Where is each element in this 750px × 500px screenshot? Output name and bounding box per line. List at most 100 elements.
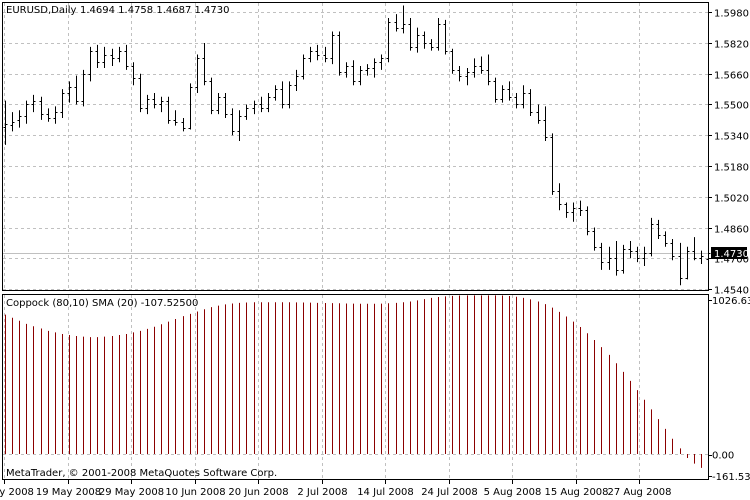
ohlc-bar — [46, 108, 51, 122]
price-y-tick-label: 1.5660 — [714, 71, 749, 82]
ohlc-bar — [301, 54, 306, 80]
ohlc-bar — [124, 44, 129, 70]
ohlc-bar — [145, 94, 150, 115]
ohlc-bar — [514, 92, 519, 109]
ohlc-bar — [649, 217, 654, 257]
ohlc-bar — [571, 202, 576, 222]
ohlc-bar — [628, 240, 633, 259]
ohlc-bar — [337, 31, 342, 76]
ohlc-bar — [365, 64, 370, 76]
symbol-label: EURUSD,Daily — [6, 5, 77, 16]
ohlc-bar — [422, 31, 427, 49]
ohlc-bar — [543, 106, 548, 142]
ohlc-bar — [457, 66, 462, 82]
ohlc-bar — [699, 250, 704, 265]
price-y-tick-label: 1.5020 — [714, 194, 749, 205]
ohlc-bar — [74, 75, 79, 105]
ohlc-bar — [486, 54, 491, 86]
ohlc-bar — [578, 200, 583, 216]
time-tick-label: 9 May 2008 — [0, 487, 34, 498]
price-panel[interactable]: EURUSD,Daily 1.4694 1.4758 1.4687 1.4730… — [2, 2, 750, 297]
ohlc-bar — [635, 246, 640, 263]
ohlc-bar — [17, 110, 22, 128]
price-y-tick-label: 1.4540 — [714, 286, 749, 297]
ohlc-bar — [294, 69, 299, 92]
ohlc-bar — [536, 104, 541, 124]
ohlc-bar — [237, 110, 242, 142]
ohlc-bar — [273, 85, 278, 101]
indicator-panel-frame — [2, 294, 709, 480]
price-y-tick-label: 1.5340 — [714, 132, 749, 143]
ohlc-bar — [465, 67, 470, 86]
ohlc-label: 1.4694 1.4758 1.4687 1.4730 — [80, 5, 230, 16]
ohlc-bar — [557, 183, 562, 211]
indicator-grid — [3, 295, 708, 479]
time-tick-label: 24 Jul 2008 — [421, 487, 478, 498]
indicator-y-tick-label: 1026.632 — [712, 296, 750, 307]
ohlc-bar — [209, 77, 214, 115]
ohlc-bar — [315, 44, 320, 61]
price-panel-frame — [2, 2, 709, 291]
ohlc-bar — [323, 46, 328, 63]
ohlc-bar — [663, 231, 668, 247]
ohlc-bar — [31, 94, 36, 113]
ohlc-bar — [308, 46, 313, 63]
indicator-y-tick-label: 0.00 — [712, 451, 734, 462]
ohlc-bar — [159, 96, 164, 113]
ohlc-bar — [685, 246, 690, 280]
ohlc-bar — [656, 219, 661, 240]
ohlc-bar — [692, 237, 697, 261]
ohlc-bar — [585, 206, 590, 236]
time-tick-label: 15 Aug 2008 — [544, 487, 608, 498]
ohlc-bar — [252, 100, 257, 115]
ohlc-bar — [394, 14, 399, 32]
ohlc-bar — [102, 46, 107, 68]
ohlc-bar — [493, 77, 498, 103]
indicator-y-tick-label: -161.5325 — [712, 472, 750, 483]
ohlc-bar — [138, 73, 143, 113]
time-tick-label: 10 Jun 2008 — [165, 487, 225, 498]
ohlc-bar — [351, 60, 356, 86]
ohlc-bar — [266, 92, 271, 113]
current-price-badge — [711, 247, 747, 259]
ohlc-bar — [507, 81, 512, 101]
ohlc-bar — [53, 106, 58, 124]
ohlc-bar — [450, 48, 455, 74]
ohlc-bar — [564, 202, 569, 218]
price-y-tick-label: 1.4700 — [714, 255, 749, 266]
ohlc-bar — [521, 85, 526, 109]
ohlc-bar — [386, 17, 391, 63]
ohlc-bar — [67, 81, 72, 103]
ohlc-bar — [10, 112, 15, 132]
time-tick-label: 20 Jun 2008 — [228, 487, 288, 498]
ohlc-bar — [607, 246, 612, 270]
ohlc-bar — [287, 81, 292, 109]
ohlc-bar — [408, 17, 413, 51]
ohlc-bar — [592, 227, 597, 251]
ohlc-bar — [614, 240, 619, 276]
ohlc-bar — [599, 242, 604, 270]
time-tick-label: 29 May 2008 — [99, 487, 164, 498]
ohlc-bar — [117, 46, 122, 63]
indicator-panel[interactable]: Coppock (80,10) SMA (20) -107.52500 Meta… — [2, 294, 750, 484]
price-y-tick-label: 1.5500 — [714, 101, 749, 112]
ohlc-bar — [479, 56, 484, 74]
ohlc-bar — [550, 133, 555, 195]
ohlc-bar — [372, 58, 377, 78]
indicator-label: Coppock (80,10) SMA (20) -107.52500 — [6, 298, 198, 309]
time-tick-label: 2 Jul 2008 — [297, 487, 347, 498]
ohlc-bar — [223, 92, 228, 118]
ohlc-bar — [401, 5, 406, 34]
ohlc-bar — [131, 62, 136, 86]
ohlc-bar — [678, 242, 683, 286]
ohlc-bar — [173, 110, 178, 126]
ohlc-bar — [39, 96, 44, 120]
ohlc-bar — [344, 62, 349, 78]
ohlc-bar — [642, 246, 647, 266]
ohlc-bar — [230, 108, 235, 136]
ohlc-bar — [60, 89, 65, 118]
ohlc-bar — [181, 117, 186, 132]
ohlc-bar — [379, 54, 384, 70]
